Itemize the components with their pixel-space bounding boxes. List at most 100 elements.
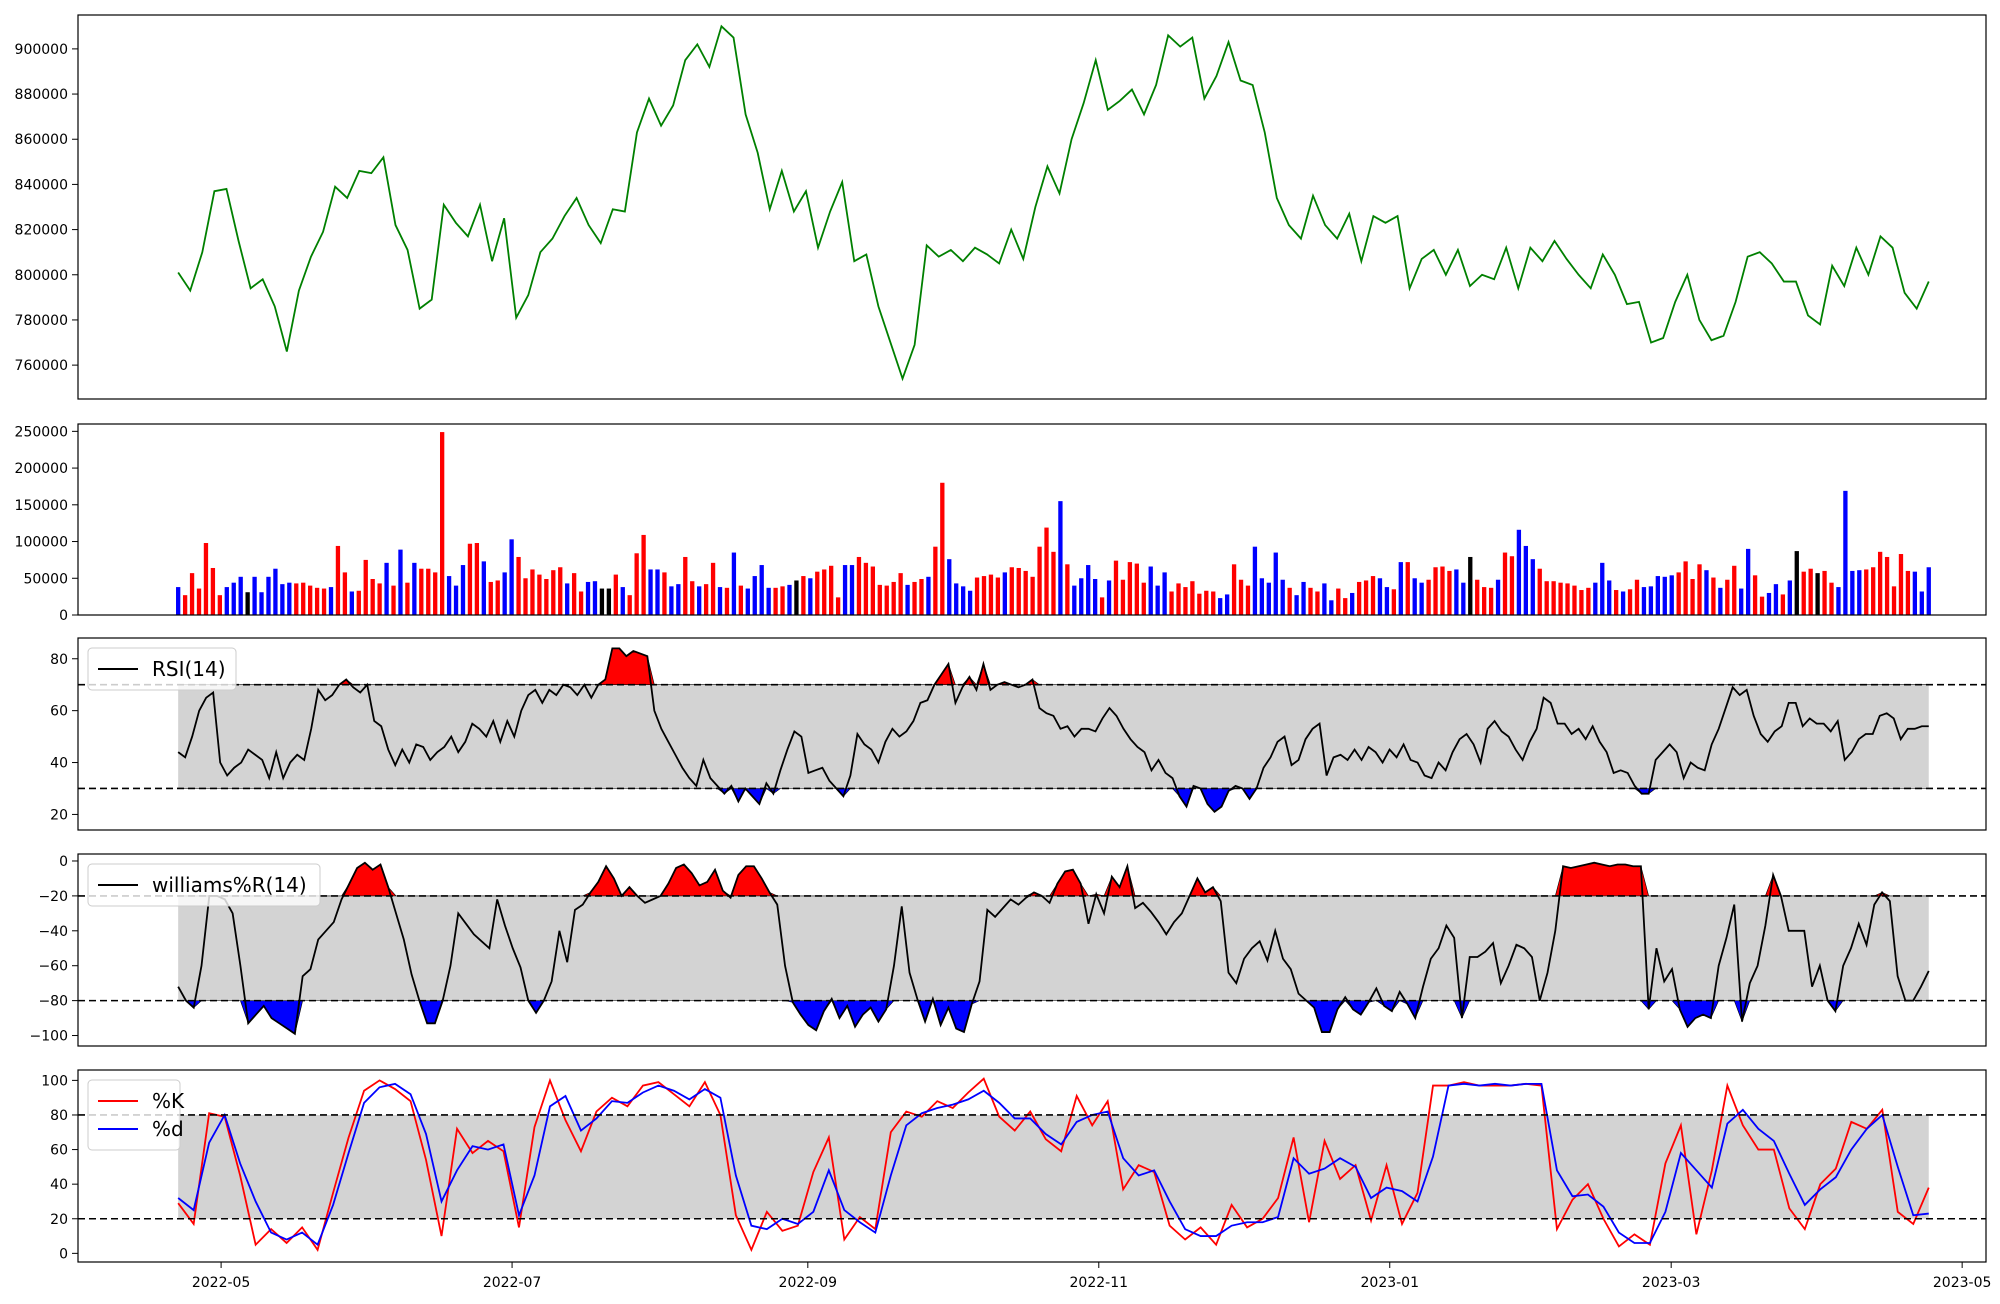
y-tick-label: 20 [50,1212,68,1228]
volume-bar [328,587,334,615]
volume-bar [294,583,299,615]
volume-bar [1544,581,1549,615]
volume-bar [947,559,952,615]
x-tick-label: 2023-03 [1642,1275,1701,1291]
volume-bar [523,578,528,615]
y-tick-label: 800000 [15,268,68,284]
volume-bar [1051,551,1056,615]
volume-bar [808,578,813,615]
volume-bar [641,534,646,615]
volume-bar [1836,587,1841,615]
volume-bar [849,565,855,615]
volume-bar [690,581,695,615]
volume-bar [981,576,987,615]
volume-bar [551,570,556,615]
volume-bar [967,590,973,615]
volume-bar [1183,587,1188,615]
volume-bar [738,585,744,615]
volume-bar [1732,565,1737,615]
volume-bar [1169,591,1174,615]
volume-bar [502,572,507,615]
volume-bar [613,574,618,615]
volume-bar [669,586,674,615]
volume-bar [1794,551,1799,615]
y-tick-label: 880000 [15,87,68,103]
volume-bar [912,581,917,615]
y-tick-label: 900000 [15,42,68,58]
volume-bar [1266,582,1271,615]
volume-bar [919,579,924,615]
y-tick-label: 100000 [15,535,68,551]
volume-bar [1412,578,1417,615]
legend-box [87,863,321,907]
volume-bar [592,581,598,615]
y-tick-label: −60 [38,959,68,975]
volume-bar [1780,594,1786,615]
volume-bar [940,482,945,615]
volume-bar [1190,581,1195,615]
volume-bar [1120,579,1126,615]
volume-bar [877,584,882,615]
volume-bar [1329,600,1334,615]
volume-bar [481,561,486,615]
volume-bar [398,549,403,615]
axes-frame [77,637,1987,831]
volume-bar [1808,568,1813,615]
volume-bar [1461,582,1466,615]
volume-bar [1336,588,1341,615]
volume-bar [488,581,493,615]
volume-bar [1426,579,1431,615]
neutral-band [178,684,1929,789]
volume-bar [1704,570,1709,615]
volume-bar [377,583,382,615]
volume-bar [1252,546,1258,615]
volume-bar [446,576,452,615]
volume-bar [988,574,994,615]
volume-bar [224,587,229,615]
axes-frame [77,853,1987,1047]
volume-bar [280,584,285,615]
volume-bar [1030,576,1035,615]
volume-bar [606,588,612,615]
y-tick-label: 60 [50,704,68,720]
x-tick-label: 2022-05 [192,1275,251,1291]
volume-bar [1607,580,1612,615]
volume-bar [1287,587,1292,615]
volume-bar [314,587,320,615]
volume-bar [1468,556,1473,615]
volume-bar [1551,581,1556,615]
volume-bar [731,552,737,615]
volume-bar [1502,552,1508,615]
volume-bar [1614,590,1619,615]
volume-bar [544,579,549,615]
neutral-band [178,895,1929,1001]
volume-bar [1294,595,1299,615]
x-tick-label: 2022-11 [1070,1275,1129,1291]
volume-bar [1711,577,1716,615]
volume-bar [1641,587,1647,615]
volume-bar [835,597,841,615]
volume-bar [1273,552,1278,615]
volume-bar [842,565,848,615]
volume-bar [210,567,216,615]
neutral-band [178,1114,1929,1219]
volume-bar [585,581,591,615]
volume-bar [1620,591,1626,615]
volume-bar [1884,556,1890,615]
y-tick-label: 150000 [15,498,68,514]
volume-bar [822,569,827,615]
volume-bar [252,576,257,615]
volume-bar [495,580,500,615]
x-tick-label: 2023-05 [1933,1275,1992,1291]
y-tick-label: 40 [50,756,68,772]
volume-bar [405,582,410,615]
volume-bar [308,585,313,615]
volume-bar [1315,591,1320,615]
volume-bar [245,592,250,615]
volume-bar [773,587,778,615]
volume-bar [724,587,730,615]
y-tick-label: 820000 [15,223,68,239]
volume-bar [1218,598,1223,615]
volume-bar [1787,580,1792,615]
